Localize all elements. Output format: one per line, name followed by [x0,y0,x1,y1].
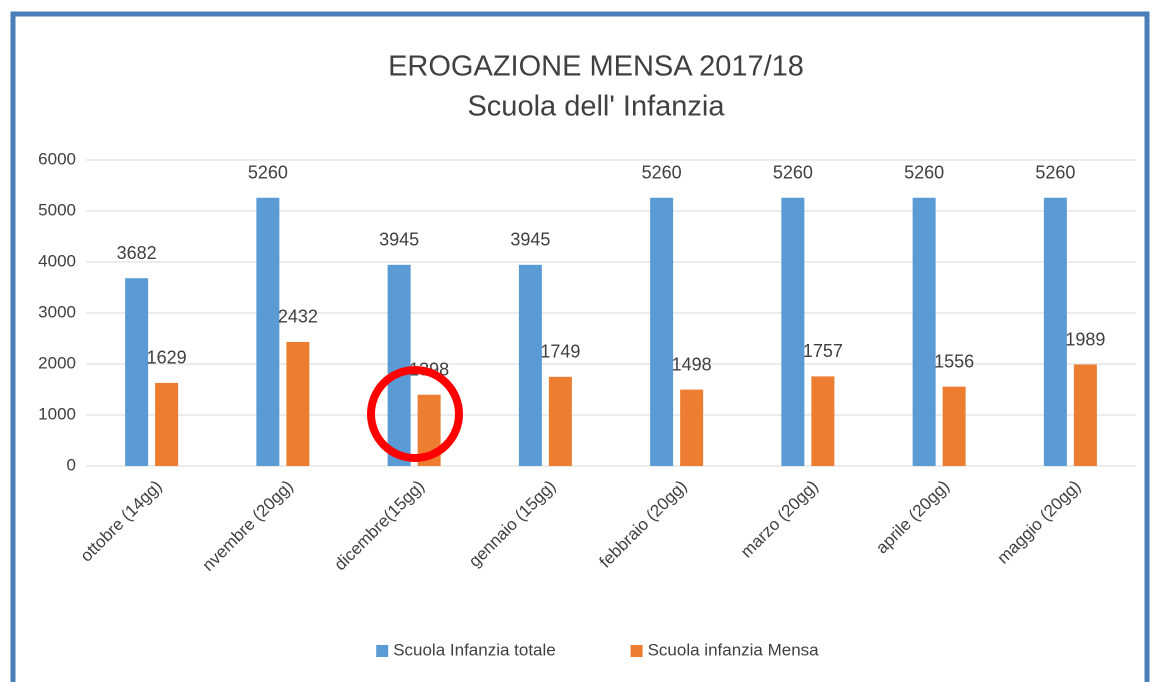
bar [781,197,805,467]
chart-subtitle: Scuola dell' Infanzia [467,91,725,123]
value-label: 1498 [672,354,712,374]
bar [417,394,441,466]
bar [942,386,966,466]
value-label: 3682 [117,243,157,263]
value-label: 1629 [147,348,187,368]
bar [518,264,542,466]
y-tick-label: 1000 [38,404,76,423]
legend-label: Scuola infanzia Mensa [648,640,820,659]
value-label: 3945 [379,230,419,250]
x-tick-label: nvembre (20gg) [199,477,297,575]
x-tick-label: gennaio (15gg) [465,477,559,571]
y-tick-label: 6000 [38,149,76,168]
bar [256,197,280,467]
y-tick-label: 4000 [38,251,76,270]
bar [811,376,835,466]
highlight-circle [367,366,463,462]
value-label: 5260 [773,162,813,182]
bar [155,382,179,466]
value-label: 1989 [1065,329,1105,349]
bar [548,376,572,466]
bar [286,341,310,466]
value-label: 1556 [934,351,974,371]
bar [650,197,674,467]
x-tick-label: dicembre(15gg) [330,477,428,575]
y-tick-label: 2000 [38,353,76,372]
frame [10,11,1150,682]
bar [125,278,149,466]
bar [912,197,936,467]
value-label: 5260 [248,162,288,182]
x-tick-label: aprile (20gg) [872,477,953,558]
value-label: 1749 [540,342,580,362]
x-tick-label: maggio (20gg) [993,477,1084,568]
value-label: 3945 [510,230,550,250]
legend-swatch [376,645,389,657]
x-tick-label: ottobre (14gg) [77,477,166,566]
legend-swatch [630,645,643,657]
bar [1073,364,1097,466]
x-tick-label: febbraio (20gg) [596,477,691,572]
value-label: 2432 [278,307,318,327]
legend-label: Scuola Infanzia totale [393,640,556,659]
y-tick-label: 3000 [38,302,76,321]
x-tick-label: marzo (20gg) [737,477,822,562]
bar [680,389,704,466]
value-label: 5260 [904,162,944,182]
y-tick-label: 5000 [38,200,76,219]
y-tick-label: 0 [67,455,76,474]
chart-title: EROGAZIONE MENSA 2017/18 [388,51,804,83]
bar [387,264,411,466]
value-label: 1757 [803,341,843,361]
bar [1043,197,1067,467]
value-label: 5260 [642,162,682,182]
value-label: 5260 [1035,162,1075,182]
plot: 0 1000 2000 3000 4000 5000 6000 3682 1629 ottobre… [38,149,1136,659]
